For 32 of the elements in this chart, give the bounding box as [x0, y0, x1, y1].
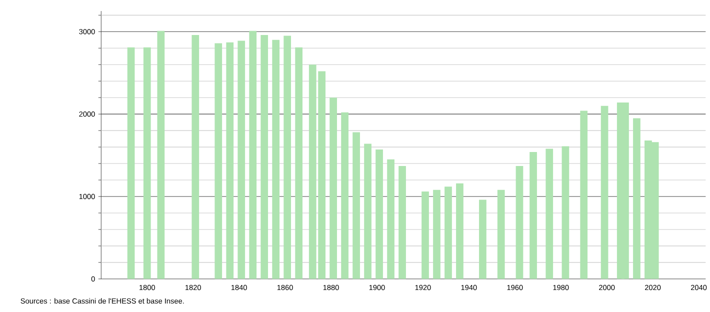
bar [580, 110, 588, 279]
bar [456, 183, 464, 279]
bar [497, 190, 505, 279]
bar [398, 166, 406, 279]
bar [546, 148, 554, 279]
bar [387, 159, 394, 279]
bar [238, 40, 246, 279]
bar [352, 132, 360, 279]
bar [562, 146, 570, 279]
bar [530, 152, 537, 279]
bar [330, 98, 337, 279]
bar [376, 150, 383, 279]
bar [433, 190, 440, 279]
bar [444, 186, 452, 279]
bar [516, 166, 524, 279]
bar [272, 40, 280, 279]
bar [214, 43, 222, 279]
bar [633, 118, 640, 279]
bar [600, 106, 608, 279]
bar [127, 47, 135, 279]
bar [295, 47, 303, 279]
bar [226, 42, 234, 279]
bar [284, 36, 292, 279]
bar [143, 47, 151, 279]
bar [422, 192, 429, 279]
bar [341, 112, 348, 279]
bar [192, 35, 200, 279]
bar [157, 30, 165, 279]
bar [260, 35, 268, 279]
bar [249, 30, 257, 279]
bar [364, 144, 372, 279]
bar [479, 200, 486, 279]
